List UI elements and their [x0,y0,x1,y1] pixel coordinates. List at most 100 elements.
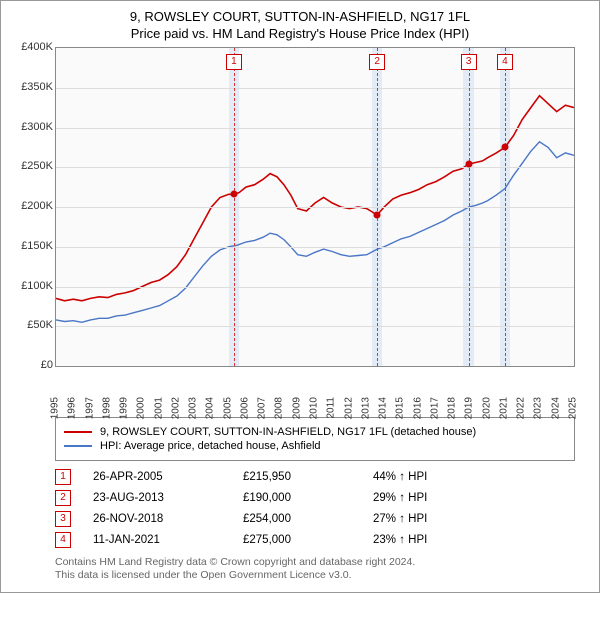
event-vline [234,48,235,366]
x-tick-label: 2014 [378,397,389,419]
event-number: 3 [55,511,71,527]
event-price: £254,000 [243,513,373,525]
x-tick-label: 2009 [291,397,302,419]
x-axis-labels: 1995199619971998199920002001200220032004… [55,369,575,407]
plot-area: 1 2 3 4 [55,47,575,367]
event-number: 2 [55,490,71,506]
event-delta: 44% ↑ HPI [373,471,575,483]
event-delta: 27% ↑ HPI [373,513,575,525]
gridline [56,247,574,248]
y-tick-label: £300K [21,121,53,133]
footer: Contains HM Land Registry data © Crown c… [55,556,575,581]
event-row: 2 23-AUG-2013£190,00029% ↑ HPI [55,490,575,506]
legend-swatch [64,445,92,447]
event-date: 26-APR-2005 [93,471,243,483]
event-vline [377,48,378,366]
series-subject [56,96,574,301]
event-delta: 29% ↑ HPI [373,492,575,504]
x-tick-label: 2013 [360,397,371,419]
gridline [56,167,574,168]
x-tick-label: 1997 [84,397,95,419]
footer-line-2: This data is licensed under the Open Gov… [55,569,575,581]
x-tick-label: 2023 [533,397,544,419]
chart-title-2: Price paid vs. HM Land Registry's House … [11,26,589,41]
y-tick-label: £50K [27,319,53,331]
gridline [56,207,574,208]
x-tick-label: 2017 [429,397,440,419]
events-table: 1 26-APR-2005£215,95044% ↑ HPI 2 23-AUG-201… [55,469,575,548]
event-price: £275,000 [243,534,373,546]
legend: 9, ROWSLEY COURT, SUTTON-IN-ASHFIELD, NG… [55,417,575,461]
y-tick-label: £200K [21,200,53,212]
event-date: 26-NOV-2018 [93,513,243,525]
event-row: 4 11-JAN-2021£275,00023% ↑ HPI [55,532,575,548]
sale-marker [374,211,381,218]
sale-marker [230,191,237,198]
chart-area: £0£50K£100K£150K£200K£250K£300K£350K£400… [11,47,589,407]
legend-row: 9, ROWSLEY COURT, SUTTON-IN-ASHFIELD, NG… [64,426,566,438]
gridline [56,326,574,327]
legend-swatch [64,431,92,433]
x-tick-label: 2011 [326,397,337,419]
series-hpi [56,142,574,322]
x-tick-label: 2006 [239,397,250,419]
x-tick-label: 1995 [50,397,61,419]
gridline [56,88,574,89]
y-tick-label: £0 [41,359,53,371]
x-tick-label: 2019 [464,397,475,419]
event-date: 23-AUG-2013 [93,492,243,504]
event-row: 3 26-NOV-2018£254,00027% ↑ HPI [55,511,575,527]
y-tick-label: £100K [21,280,53,292]
y-axis-labels: £0£50K£100K£150K£200K£250K£300K£350K£400… [11,47,55,367]
x-tick-label: 2020 [481,397,492,419]
x-tick-label: 2025 [568,397,579,419]
legend-label: HPI: Average price, detached house, Ashf… [100,440,321,452]
event-price: £215,950 [243,471,373,483]
legend-label: 9, ROWSLEY COURT, SUTTON-IN-ASHFIELD, NG… [100,426,476,438]
event-vline [505,48,506,366]
x-tick-label: 2002 [170,397,181,419]
event-marker-box: 4 [497,54,513,70]
titles: 9, ROWSLEY COURT, SUTTON-IN-ASHFIELD, NG… [11,9,589,41]
x-tick-label: 2001 [153,397,164,419]
x-tick-label: 2003 [188,397,199,419]
x-tick-label: 2010 [309,397,320,419]
gridline [56,287,574,288]
x-tick-label: 2008 [274,397,285,419]
event-number: 1 [55,469,71,485]
x-tick-label: 2022 [516,397,527,419]
event-number: 4 [55,532,71,548]
x-tick-label: 2016 [412,397,423,419]
x-tick-label: 2024 [550,397,561,419]
sale-marker [465,161,472,168]
x-tick-label: 2000 [136,397,147,419]
x-tick-label: 2015 [395,397,406,419]
y-tick-label: £350K [21,81,53,93]
event-row: 1 26-APR-2005£215,95044% ↑ HPI [55,469,575,485]
event-price: £190,000 [243,492,373,504]
gridline [56,128,574,129]
legend-row: HPI: Average price, detached house, Ashf… [64,440,566,452]
y-tick-label: £400K [21,41,53,53]
x-tick-label: 1996 [67,397,78,419]
y-tick-label: £250K [21,160,53,172]
x-tick-label: 2004 [205,397,216,419]
x-tick-label: 1999 [119,397,130,419]
x-tick-label: 2007 [257,397,268,419]
y-tick-label: £150K [21,240,53,252]
x-tick-label: 2018 [447,397,458,419]
event-marker-box: 3 [461,54,477,70]
x-tick-label: 2012 [343,397,354,419]
event-date: 11-JAN-2021 [93,534,243,546]
sale-marker [501,144,508,151]
chart-container: 9, ROWSLEY COURT, SUTTON-IN-ASHFIELD, NG… [0,0,600,593]
x-tick-label: 2005 [222,397,233,419]
event-delta: 23% ↑ HPI [373,534,575,546]
x-tick-label: 1998 [101,397,112,419]
event-marker-box: 2 [369,54,385,70]
chart-title-1: 9, ROWSLEY COURT, SUTTON-IN-ASHFIELD, NG… [11,9,589,24]
footer-line-1: Contains HM Land Registry data © Crown c… [55,556,575,568]
x-tick-label: 2021 [498,397,509,419]
event-marker-box: 1 [226,54,242,70]
event-vline [469,48,470,366]
